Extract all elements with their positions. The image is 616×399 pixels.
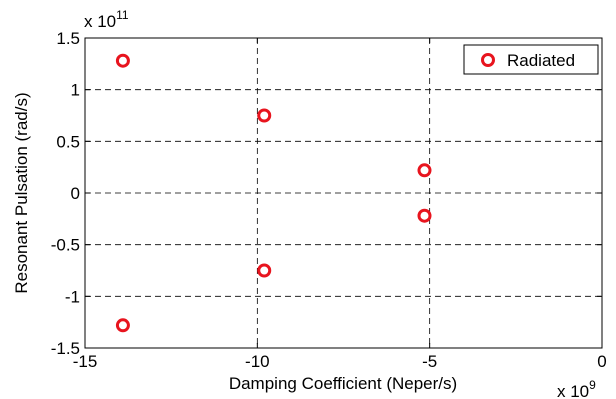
data-point-circle (115, 318, 130, 333)
x-tick-label: -5 (422, 352, 437, 371)
y-tick-label: -1.5 (51, 339, 80, 358)
x-axis-label: Damping Coefficient (Neper/s) (229, 374, 457, 393)
y-multiplier: x 1011 (84, 8, 129, 31)
y-multiplier-exponent: 11 (116, 8, 129, 22)
legend-box (463, 44, 599, 75)
y-tick-label: 1 (71, 81, 80, 100)
data-point-circle (417, 208, 432, 223)
x-multiplier-exponent: 9 (589, 378, 596, 392)
y-tick-label: -0.5 (51, 236, 80, 255)
y-tick-label: 1.5 (56, 29, 80, 48)
axis-ticks: -15 -10 -5 0 -1.5 -1 -0.5 0 0.5 1 1.5 (51, 29, 607, 371)
legend: Radiated (463, 44, 599, 75)
plot-area (85, 38, 602, 348)
data-point-circle (417, 163, 432, 178)
data-point-circle (257, 108, 272, 123)
legend-entry-label: Radiated (507, 51, 575, 70)
x-tick-label: 0 (597, 352, 606, 371)
x-multiplier-base: x 10 (557, 382, 589, 399)
x-tick-label: -10 (245, 352, 270, 371)
y-multiplier-base: x 10 (84, 12, 116, 31)
y-axis-label: Resonant Pulsation (rad/s) (12, 92, 31, 293)
y-tick-label: 0.5 (56, 132, 80, 151)
x-multiplier: x 109 (557, 378, 596, 399)
y-tick-label: 0 (71, 184, 80, 203)
grid (85, 38, 602, 348)
data-point-circle (257, 263, 272, 278)
data-points (115, 53, 432, 333)
data-point-circle (115, 53, 130, 68)
legend-marker-circle-icon (481, 53, 495, 67)
y-tick-label: -1 (65, 287, 80, 306)
x-tick-label: -15 (73, 352, 98, 371)
